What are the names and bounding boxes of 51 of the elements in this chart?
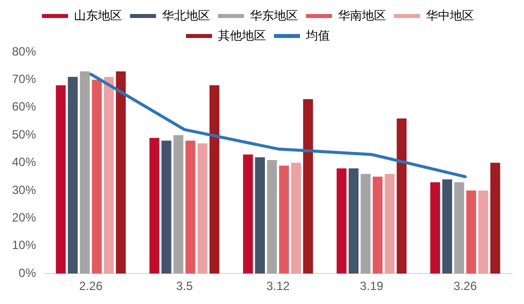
bar (454, 182, 464, 274)
legend-label: 华北地区 (162, 8, 210, 22)
y-tick-label: 50% (12, 127, 36, 142)
legend-label: 华南地区 (338, 8, 386, 22)
bar (490, 162, 500, 274)
bar (116, 71, 126, 274)
bar (442, 179, 452, 274)
legend-label: 华中地区 (426, 8, 474, 22)
bar (348, 168, 359, 274)
x-tick-label: 2.26 (79, 279, 103, 294)
bar (80, 71, 90, 274)
y-tick-label: 20% (12, 210, 36, 225)
x-tick-label: 3.5 (176, 279, 194, 294)
bar (430, 182, 440, 274)
bar (279, 166, 289, 274)
bar (255, 157, 265, 274)
legend-label: 华东地区 (250, 8, 298, 22)
bar (303, 99, 313, 274)
bar (92, 80, 102, 274)
y-tick-label: 40% (12, 155, 36, 170)
y-tick-label: 0% (18, 266, 36, 280)
y-tick-label: 70% (12, 72, 36, 86)
bar (243, 154, 253, 274)
legend-label: 其他地区 (218, 28, 266, 42)
legend-label: 山东地区 (74, 8, 122, 22)
bar (372, 176, 383, 274)
bar (478, 190, 488, 274)
y-tick-label: 10% (12, 238, 36, 252)
bar (267, 160, 277, 274)
bar (161, 140, 172, 274)
x-tick-label: 3.12 (266, 279, 290, 294)
x-tick-label: 3.26 (454, 279, 478, 294)
bar (384, 174, 395, 274)
bar (149, 138, 160, 274)
bar (210, 85, 220, 274)
y-tick-label: 60% (12, 100, 36, 114)
bar (466, 190, 476, 274)
bar (198, 143, 208, 274)
bar (173, 135, 184, 274)
x-tick-label: 3.19 (360, 279, 384, 294)
bar (396, 118, 407, 274)
bar (185, 140, 196, 274)
y-tick-label: 30% (12, 182, 36, 197)
legend-label: 均值 (305, 28, 330, 42)
bar (68, 76, 78, 274)
bar (291, 162, 301, 274)
bar (336, 168, 346, 274)
y-tick-label: 80% (12, 44, 36, 58)
bar (104, 76, 114, 274)
bar (360, 174, 371, 274)
bar (56, 85, 66, 274)
